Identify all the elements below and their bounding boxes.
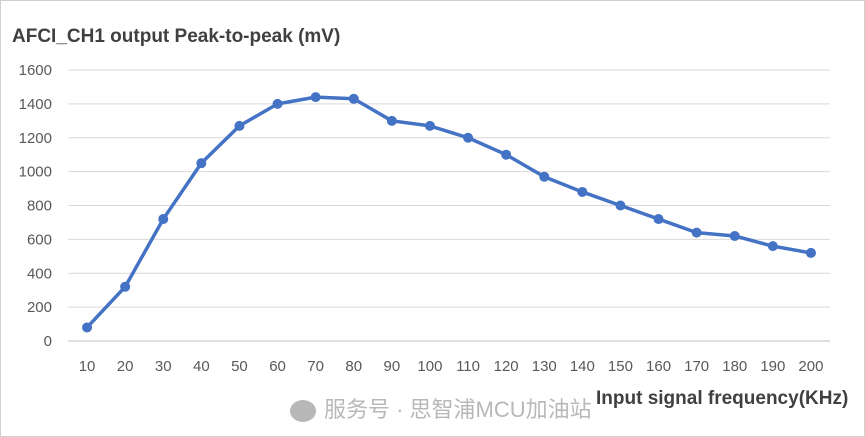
watermark-text: 服务号 · 思智浦MCU加油站 — [324, 397, 592, 422]
x-tick-label: 70 — [307, 358, 324, 375]
y-tick-label: 200 — [27, 299, 52, 316]
data-point — [615, 200, 626, 211]
data-point — [348, 93, 359, 104]
x-tick-label: 40 — [193, 358, 210, 375]
x-tick-label: 200 — [798, 358, 823, 375]
x-axis-label: Input signal frequency(KHz) — [596, 388, 849, 409]
data-point — [501, 149, 512, 160]
data-point — [196, 158, 207, 169]
y-tick-label: 1400 — [19, 96, 52, 113]
x-tick-label: 50 — [231, 358, 248, 375]
x-tick-label: 180 — [722, 358, 747, 375]
x-tick-label: 190 — [760, 358, 785, 375]
y-tick-label: 0 — [44, 333, 52, 350]
y-tick-label: 400 — [27, 265, 52, 282]
y-tick-label: 1600 — [19, 62, 52, 79]
data-point — [120, 281, 131, 292]
wechat-icon — [290, 400, 316, 423]
data-point — [805, 247, 816, 258]
data-point — [653, 214, 664, 225]
data-point — [82, 322, 93, 333]
x-tick-label: 10 — [79, 358, 96, 375]
x-tick-label: 150 — [608, 358, 633, 375]
x-tick-label: 90 — [384, 358, 401, 375]
chart-title: AFCI_CH1 output Peak-to-peak (mV) — [12, 26, 341, 47]
data-point — [577, 186, 588, 197]
x-tick-label: 60 — [269, 358, 286, 375]
data-point — [539, 171, 550, 182]
data-point — [272, 98, 283, 109]
x-tick-label: 30 — [155, 358, 172, 375]
series-line — [85, 95, 812, 329]
data-point — [691, 227, 702, 238]
watermark: 服务号 · 思智浦MCU加油站 — [290, 392, 592, 424]
x-tick-label: 130 — [532, 358, 557, 375]
x-tick-label: 100 — [417, 358, 442, 375]
data-point — [234, 120, 245, 131]
data-point — [158, 214, 169, 225]
x-tick-label: 160 — [646, 358, 671, 375]
x-tick-label: 20 — [117, 358, 134, 375]
data-point — [729, 230, 740, 241]
data-point — [310, 92, 321, 103]
data-point — [386, 115, 397, 126]
x-tick-label: 140 — [570, 358, 595, 375]
y-tick-label: 800 — [27, 198, 52, 215]
data-point — [463, 132, 474, 143]
y-tick-label: 1200 — [19, 130, 52, 147]
x-tick-label: 110 — [456, 358, 480, 375]
y-tick-label: 600 — [27, 231, 52, 248]
x-tick-label: 120 — [494, 358, 519, 375]
y-tick-label: 1000 — [19, 164, 52, 181]
x-tick-label: 80 — [345, 358, 362, 375]
data-point — [424, 120, 435, 131]
x-tick-label: 170 — [684, 358, 709, 375]
data-point — [767, 241, 778, 252]
